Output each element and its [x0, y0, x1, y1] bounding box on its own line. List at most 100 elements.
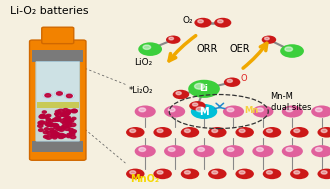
Circle shape	[56, 127, 62, 130]
Circle shape	[266, 129, 272, 132]
Circle shape	[55, 117, 61, 120]
Text: ORR: ORR	[196, 44, 218, 54]
Circle shape	[46, 136, 52, 139]
Circle shape	[58, 135, 64, 139]
Circle shape	[38, 124, 43, 127]
Circle shape	[62, 124, 69, 128]
Circle shape	[280, 44, 304, 58]
Circle shape	[67, 110, 72, 112]
Circle shape	[262, 36, 276, 44]
Circle shape	[317, 169, 330, 179]
Circle shape	[193, 145, 214, 157]
Circle shape	[212, 171, 218, 174]
Circle shape	[166, 36, 181, 44]
Circle shape	[54, 91, 64, 96]
Text: LiO₂: LiO₂	[134, 58, 153, 67]
Text: *Li₂O₂: *Li₂O₂	[129, 86, 153, 95]
Circle shape	[50, 128, 54, 131]
Circle shape	[52, 118, 58, 121]
Circle shape	[72, 117, 76, 120]
Bar	[37, 62, 79, 102]
Circle shape	[51, 135, 55, 137]
Circle shape	[39, 121, 45, 124]
Circle shape	[70, 132, 75, 136]
Circle shape	[153, 169, 172, 179]
Circle shape	[311, 105, 330, 118]
Circle shape	[168, 108, 175, 112]
Text: Mn-M
dual sites: Mn-M dual sites	[271, 92, 311, 112]
Circle shape	[56, 92, 62, 95]
Circle shape	[192, 103, 198, 106]
Circle shape	[53, 136, 57, 139]
Circle shape	[169, 37, 174, 40]
Circle shape	[45, 128, 49, 130]
Circle shape	[55, 113, 59, 115]
Circle shape	[126, 169, 145, 179]
FancyBboxPatch shape	[30, 40, 86, 160]
Circle shape	[70, 131, 75, 134]
Circle shape	[64, 117, 69, 120]
Circle shape	[208, 127, 227, 138]
Text: O₂: O₂	[182, 16, 193, 25]
Circle shape	[61, 113, 67, 116]
Circle shape	[208, 169, 227, 179]
Circle shape	[66, 110, 70, 112]
Circle shape	[62, 121, 68, 125]
Circle shape	[263, 169, 281, 179]
Circle shape	[58, 128, 64, 131]
Circle shape	[311, 145, 330, 157]
Circle shape	[181, 169, 199, 179]
Circle shape	[139, 148, 146, 151]
Text: Li: Li	[200, 84, 209, 93]
Circle shape	[48, 124, 52, 126]
Circle shape	[223, 145, 244, 157]
Circle shape	[47, 131, 53, 135]
Circle shape	[56, 113, 62, 117]
Circle shape	[195, 83, 205, 89]
Circle shape	[252, 145, 274, 157]
Circle shape	[173, 90, 189, 99]
Circle shape	[239, 171, 245, 174]
Circle shape	[168, 148, 175, 151]
Circle shape	[227, 108, 234, 112]
Circle shape	[67, 120, 72, 123]
Circle shape	[39, 129, 43, 131]
FancyBboxPatch shape	[36, 62, 80, 141]
Circle shape	[227, 79, 232, 82]
Circle shape	[45, 94, 51, 97]
Circle shape	[212, 129, 218, 132]
Circle shape	[139, 108, 146, 112]
Circle shape	[194, 18, 212, 28]
Circle shape	[256, 108, 263, 112]
Circle shape	[227, 148, 234, 151]
Circle shape	[198, 148, 205, 151]
Circle shape	[58, 109, 64, 113]
Circle shape	[71, 109, 77, 113]
Circle shape	[40, 114, 45, 117]
Circle shape	[66, 94, 72, 98]
Circle shape	[60, 119, 66, 123]
Circle shape	[157, 171, 163, 174]
Circle shape	[224, 77, 240, 87]
Circle shape	[184, 129, 190, 132]
Circle shape	[290, 169, 309, 179]
Circle shape	[286, 108, 293, 112]
Circle shape	[157, 129, 163, 132]
Circle shape	[191, 104, 217, 119]
Circle shape	[286, 148, 293, 151]
Circle shape	[47, 114, 51, 117]
Circle shape	[71, 130, 76, 133]
Circle shape	[126, 127, 145, 138]
Circle shape	[290, 127, 309, 138]
Circle shape	[49, 120, 53, 122]
Circle shape	[66, 122, 71, 125]
Circle shape	[315, 108, 322, 112]
Circle shape	[265, 37, 269, 40]
Circle shape	[54, 124, 58, 126]
Circle shape	[214, 18, 231, 28]
Circle shape	[66, 112, 70, 115]
Circle shape	[70, 130, 75, 133]
Circle shape	[217, 20, 223, 23]
Circle shape	[67, 135, 71, 138]
Circle shape	[294, 171, 300, 174]
